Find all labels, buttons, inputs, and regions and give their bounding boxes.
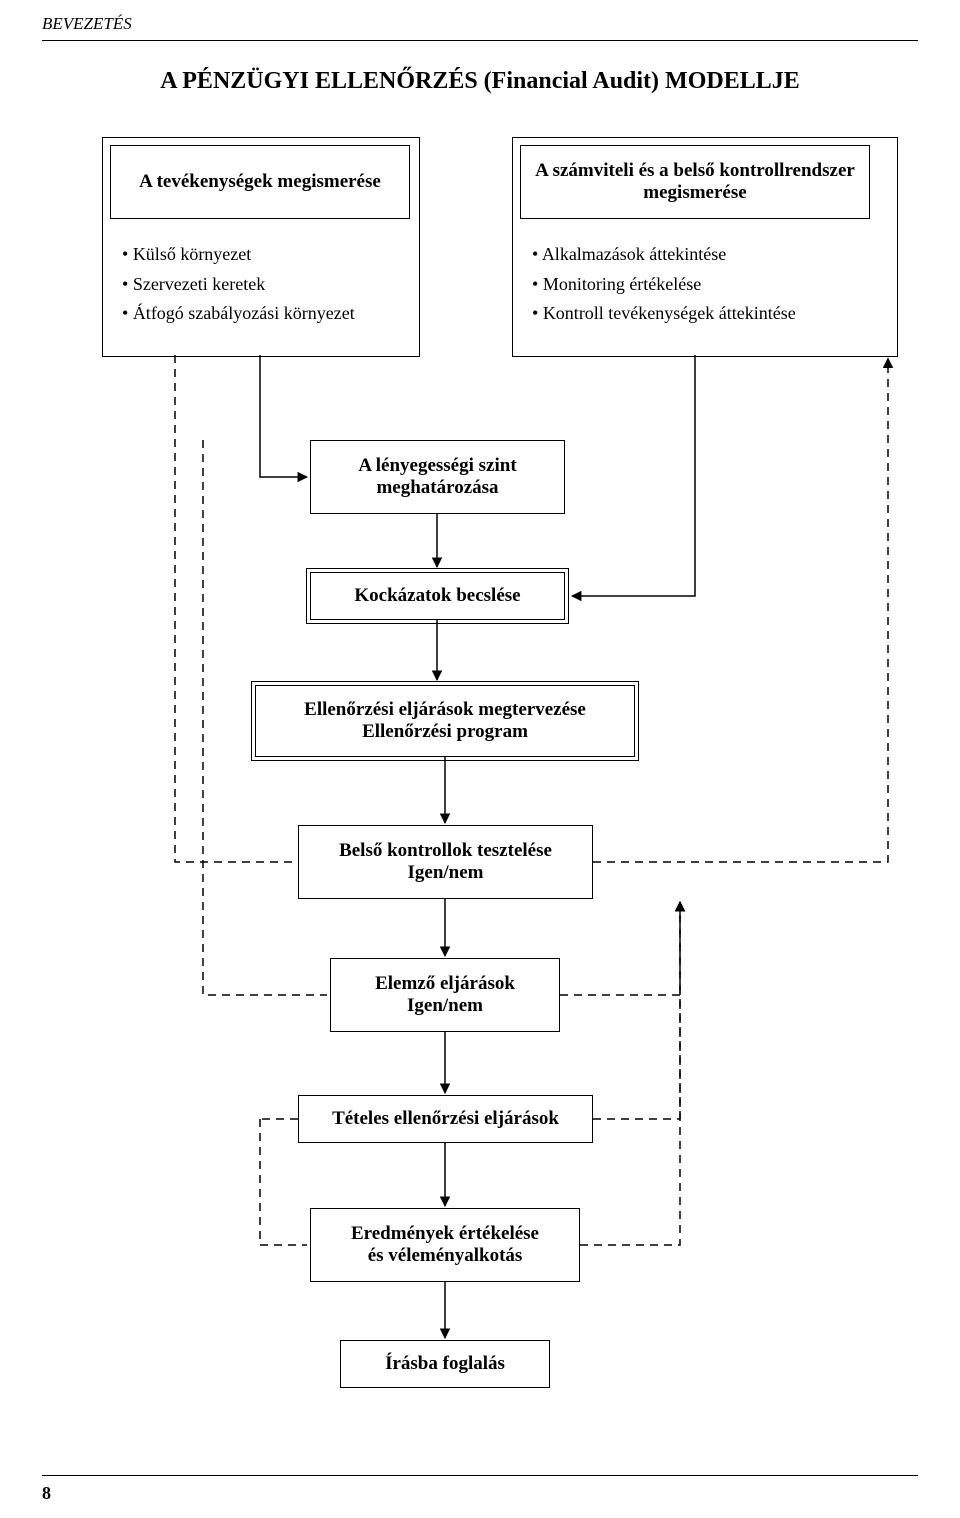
node-controls-line1: Belső kontrollok tesztelése — [339, 840, 552, 862]
node-audit-planning: Ellenőrzési eljárások megtervezése Ellen… — [255, 685, 635, 757]
node-results-line2: és véleményalkotás — [368, 1245, 523, 1267]
node-write-label: Írásba foglalás — [385, 1353, 505, 1375]
header-section-label: BEVEZETÉS — [42, 14, 132, 34]
node-analytic-line2: Igen/nem — [407, 995, 483, 1017]
group-border-left — [102, 137, 420, 357]
node-materiality-line2: meghatározása — [376, 477, 498, 499]
group-border-right — [512, 137, 898, 357]
node-analytical-procedures: Elemző eljárások Igen/nem — [330, 958, 560, 1032]
node-detailed-procedures: Tételes ellenőrzési eljárások — [298, 1095, 593, 1143]
node-controls-testing: Belső kontrollok tesztelése Igen/nem — [298, 825, 593, 899]
node-risk-label: Kockázatok becslése — [354, 585, 520, 607]
node-detailed-label: Tételes ellenőrzési eljárások — [332, 1108, 559, 1130]
page-number: 8 — [42, 1483, 51, 1504]
node-results-evaluation: Eredmények értékelése és véleményalkotás — [310, 1208, 580, 1282]
node-materiality-line1: A lényegességi szint — [358, 455, 516, 477]
diagram-title: A PÉNZÜGYI ELLENŐRZÉS (Financial Audit) … — [0, 68, 960, 95]
node-written-report: Írásba foglalás — [340, 1340, 550, 1388]
node-plan-line1: Ellenőrzési eljárások megtervezése — [304, 699, 586, 721]
footer-rule — [42, 1475, 918, 1476]
page: BEVEZETÉS A PÉNZÜGYI ELLENŐRZÉS (Financi… — [0, 0, 960, 1518]
node-plan-line2: Ellenőrzési program — [362, 721, 528, 743]
header-rule — [42, 40, 918, 41]
node-materiality-level: A lényegességi szint meghatározása — [310, 440, 565, 514]
node-results-line1: Eredmények értékelése — [351, 1223, 539, 1245]
node-risk-assessment: Kockázatok becslése — [310, 572, 565, 620]
node-analytic-line1: Elemző eljárások — [375, 973, 515, 995]
node-controls-line2: Igen/nem — [408, 862, 484, 884]
